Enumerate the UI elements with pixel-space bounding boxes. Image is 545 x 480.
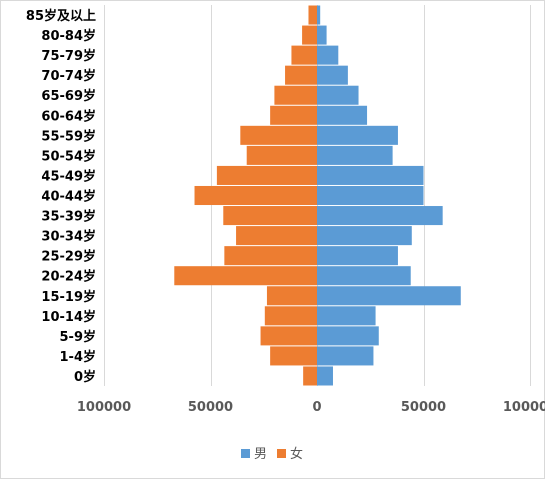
bar-female-11 — [246, 145, 317, 165]
bar-male-14 — [317, 85, 359, 105]
bar-female-0 — [303, 366, 317, 386]
legend-label-0: 男 — [254, 447, 267, 462]
category-label-6: 25-29岁 — [41, 249, 96, 265]
bars — [174, 5, 461, 386]
category-label-12: 55-59岁 — [41, 128, 96, 144]
bar-female-15 — [285, 65, 317, 85]
legend: 男女 — [241, 446, 303, 462]
category-label-17: 80-84岁 — [41, 28, 96, 44]
bar-male-13 — [317, 105, 368, 125]
bar-male-17 — [317, 25, 327, 45]
bar-male-6 — [317, 246, 398, 266]
bar-male-3 — [317, 306, 376, 326]
x-tick-label-2: 0 — [312, 400, 321, 415]
category-label-15: 70-74岁 — [41, 68, 96, 84]
category-label-4: 15-19岁 — [41, 289, 96, 305]
bar-female-13 — [270, 105, 317, 125]
category-label-11: 50-54岁 — [41, 148, 96, 164]
bar-female-4 — [266, 286, 317, 306]
bar-male-18 — [317, 5, 321, 25]
bar-male-11 — [317, 145, 393, 165]
category-label-7: 30-34岁 — [41, 229, 96, 245]
bar-female-6 — [224, 246, 317, 266]
bar-male-4 — [317, 286, 461, 306]
bar-female-7 — [236, 226, 317, 246]
bar-male-1 — [317, 346, 374, 366]
bar-male-9 — [317, 185, 424, 206]
category-label-1: 1-4岁 — [60, 349, 97, 365]
category-label-8: 35-39岁 — [41, 209, 96, 225]
category-label-14: 65-69岁 — [41, 88, 96, 104]
x-tick-label-0: 100000 — [77, 400, 131, 415]
x-tick-labels: 100000 50000 0 50000 100000 — [77, 400, 545, 415]
x-tick-label-4: 100000 — [503, 400, 545, 415]
bar-female-3 — [264, 306, 317, 326]
bar-male-2 — [317, 326, 379, 346]
bar-male-8 — [317, 206, 443, 226]
bar-male-15 — [317, 65, 348, 85]
bar-female-14 — [274, 85, 317, 105]
category-label-5: 20-24岁 — [41, 269, 96, 285]
bar-male-10 — [317, 165, 424, 185]
category-label-3: 10-14岁 — [41, 309, 96, 325]
bar-male-7 — [317, 226, 412, 246]
bar-male-12 — [317, 125, 398, 145]
category-labels: 0岁 1-4岁 5-9岁 10-14岁 15-19岁 20-24岁 25-29岁 30-34岁… — [26, 8, 96, 385]
category-label-9: 40-44岁 — [41, 189, 96, 205]
bar-female-16 — [291, 45, 317, 65]
bar-female-12 — [240, 125, 317, 145]
bar-female-17 — [302, 25, 317, 45]
category-label-0: 0岁 — [74, 369, 96, 385]
category-label-18: 85岁及以上 — [26, 8, 96, 24]
bar-female-1 — [270, 346, 317, 366]
legend-swatch-0 — [241, 449, 250, 458]
bar-male-5 — [317, 266, 411, 286]
x-tick-label-3: 50000 — [401, 400, 446, 415]
bar-female-18 — [308, 5, 317, 25]
category-label-13: 60-64岁 — [41, 108, 96, 124]
bar-female-9 — [194, 185, 317, 206]
legend-label-1: 女 — [290, 446, 303, 462]
category-label-2: 5-9岁 — [60, 329, 97, 345]
category-label-10: 45-49岁 — [41, 168, 96, 184]
bar-male-0 — [317, 366, 333, 386]
bar-male-16 — [317, 45, 339, 65]
bar-female-5 — [174, 266, 317, 286]
bar-female-2 — [260, 326, 317, 346]
legend-swatch-1 — [277, 449, 286, 458]
bar-female-10 — [216, 165, 317, 185]
bar-female-8 — [223, 206, 317, 226]
category-label-16: 75-79岁 — [41, 48, 96, 64]
x-tick-label-1: 50000 — [188, 400, 233, 415]
